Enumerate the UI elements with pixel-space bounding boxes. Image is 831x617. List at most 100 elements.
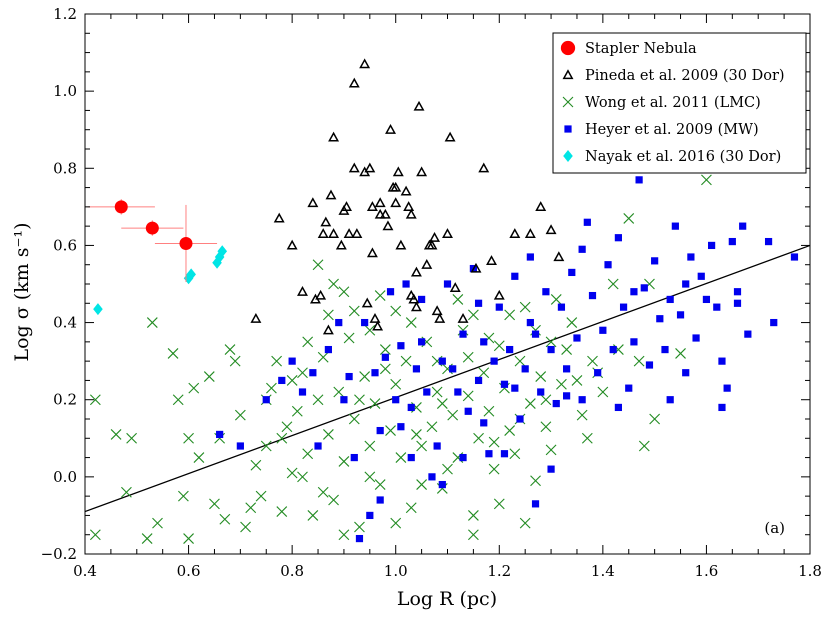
pineda-point (486, 255, 497, 265)
pineda-point (385, 123, 397, 134)
heyer-point (402, 280, 410, 288)
wong-point (110, 429, 122, 440)
pineda-point (359, 58, 371, 69)
wong-point (701, 174, 712, 186)
x-tick-label: 0.8 (280, 562, 304, 580)
x-marker-stroke (483, 405, 495, 417)
wong-point (468, 529, 479, 541)
x-marker-stroke (519, 301, 531, 313)
legend-stapler-label: Stapler Nebula (585, 41, 697, 57)
ticks-layer: 0.4 0.6 0.8 1.0 1.2 1.4 1.6 1.8 −0.2 0.0 0.2 0.4 0.6… (41, 5, 822, 580)
heyer-point (609, 345, 617, 354)
wong-point (416, 479, 427, 490)
best-fit-line (84, 244, 811, 513)
heyer-point (666, 295, 674, 304)
wong-point (276, 432, 288, 444)
wong-point (328, 278, 339, 290)
pineda-point (317, 228, 329, 238)
pineda-point (325, 189, 337, 200)
pineda-point (442, 228, 453, 238)
x-marker-stroke (509, 448, 521, 460)
wong-point (519, 301, 531, 313)
wong-point (364, 440, 376, 452)
legend-wong-marker (562, 96, 574, 108)
x-marker-stroke (354, 394, 365, 406)
x-marker-stroke (323, 429, 334, 440)
heyer-point (640, 284, 648, 292)
heyer-point (449, 365, 457, 373)
y-tick-label: 0.8 (53, 159, 77, 177)
wong-point (607, 278, 619, 290)
x-marker-stroke (152, 517, 163, 529)
x-marker-stroke (514, 355, 526, 367)
heyer-point (340, 396, 348, 404)
wong-point (530, 475, 541, 487)
heyer-point (557, 303, 566, 311)
heyer-point (474, 299, 483, 307)
wong-point (545, 444, 557, 456)
heyer-point (314, 442, 322, 450)
wong-point (379, 363, 391, 375)
nayak-point (217, 245, 228, 258)
pineda-point (361, 297, 373, 308)
legend-pineda-marker (562, 69, 574, 80)
pineda-point (405, 208, 417, 219)
x-tick-label: 1.8 (798, 562, 822, 580)
x-tick-label: 1.6 (694, 562, 718, 580)
x-marker-stroke (379, 363, 391, 375)
x-marker-stroke (188, 382, 200, 394)
heyer-point (392, 396, 400, 404)
wong-point (675, 348, 686, 359)
wong-point (229, 355, 241, 367)
heyer-point (708, 241, 716, 250)
wong-point (561, 344, 572, 355)
wong-point (587, 355, 598, 367)
heyer-point (407, 453, 415, 462)
x-marker-stroke (141, 533, 153, 544)
wong-point (436, 398, 448, 409)
heyer-point (366, 511, 374, 520)
x-marker-stroke (312, 394, 324, 406)
heyer-point (733, 299, 742, 307)
pineda-point (421, 258, 433, 269)
x-marker-stroke (649, 413, 661, 425)
pineda-point (328, 131, 340, 142)
wong-point (566, 317, 578, 328)
wong-point (359, 371, 371, 382)
wong-point (411, 429, 422, 440)
nayak-point (93, 303, 103, 316)
pineda-point (366, 247, 378, 258)
wong-point (178, 490, 189, 502)
x-marker-stroke (550, 294, 562, 305)
pineda-point (351, 228, 363, 238)
x-marker-stroke (524, 398, 536, 409)
heyer-point (355, 534, 364, 543)
wong-point (633, 355, 645, 367)
pineda-point (341, 201, 352, 211)
x-marker-stroke (478, 367, 490, 379)
x-marker-stroke (110, 429, 122, 440)
wong-point (649, 413, 661, 425)
data-points-layer (87, 58, 799, 544)
wong-point (348, 305, 360, 317)
heyer-point (718, 357, 726, 365)
heyer-point (485, 450, 493, 458)
heyer-point (397, 423, 405, 431)
heyer-point (511, 384, 519, 392)
wong-point (374, 479, 386, 490)
x-marker-stroke (281, 421, 293, 433)
heyer-point (619, 303, 628, 311)
pineda-point (364, 162, 376, 173)
wong-point (240, 521, 251, 533)
x-marker-stroke (462, 390, 474, 402)
x-marker-stroke (146, 317, 158, 328)
heyer-point (335, 318, 343, 327)
x-marker-stroke (623, 213, 635, 224)
wong-point (193, 452, 205, 463)
y-tick-label: 1.2 (53, 5, 77, 23)
x-marker-stroke (597, 386, 609, 398)
wong-point (623, 213, 635, 224)
wong-point (323, 429, 334, 440)
fit-line-layer (84, 244, 811, 513)
x-marker-stroke (462, 351, 474, 363)
